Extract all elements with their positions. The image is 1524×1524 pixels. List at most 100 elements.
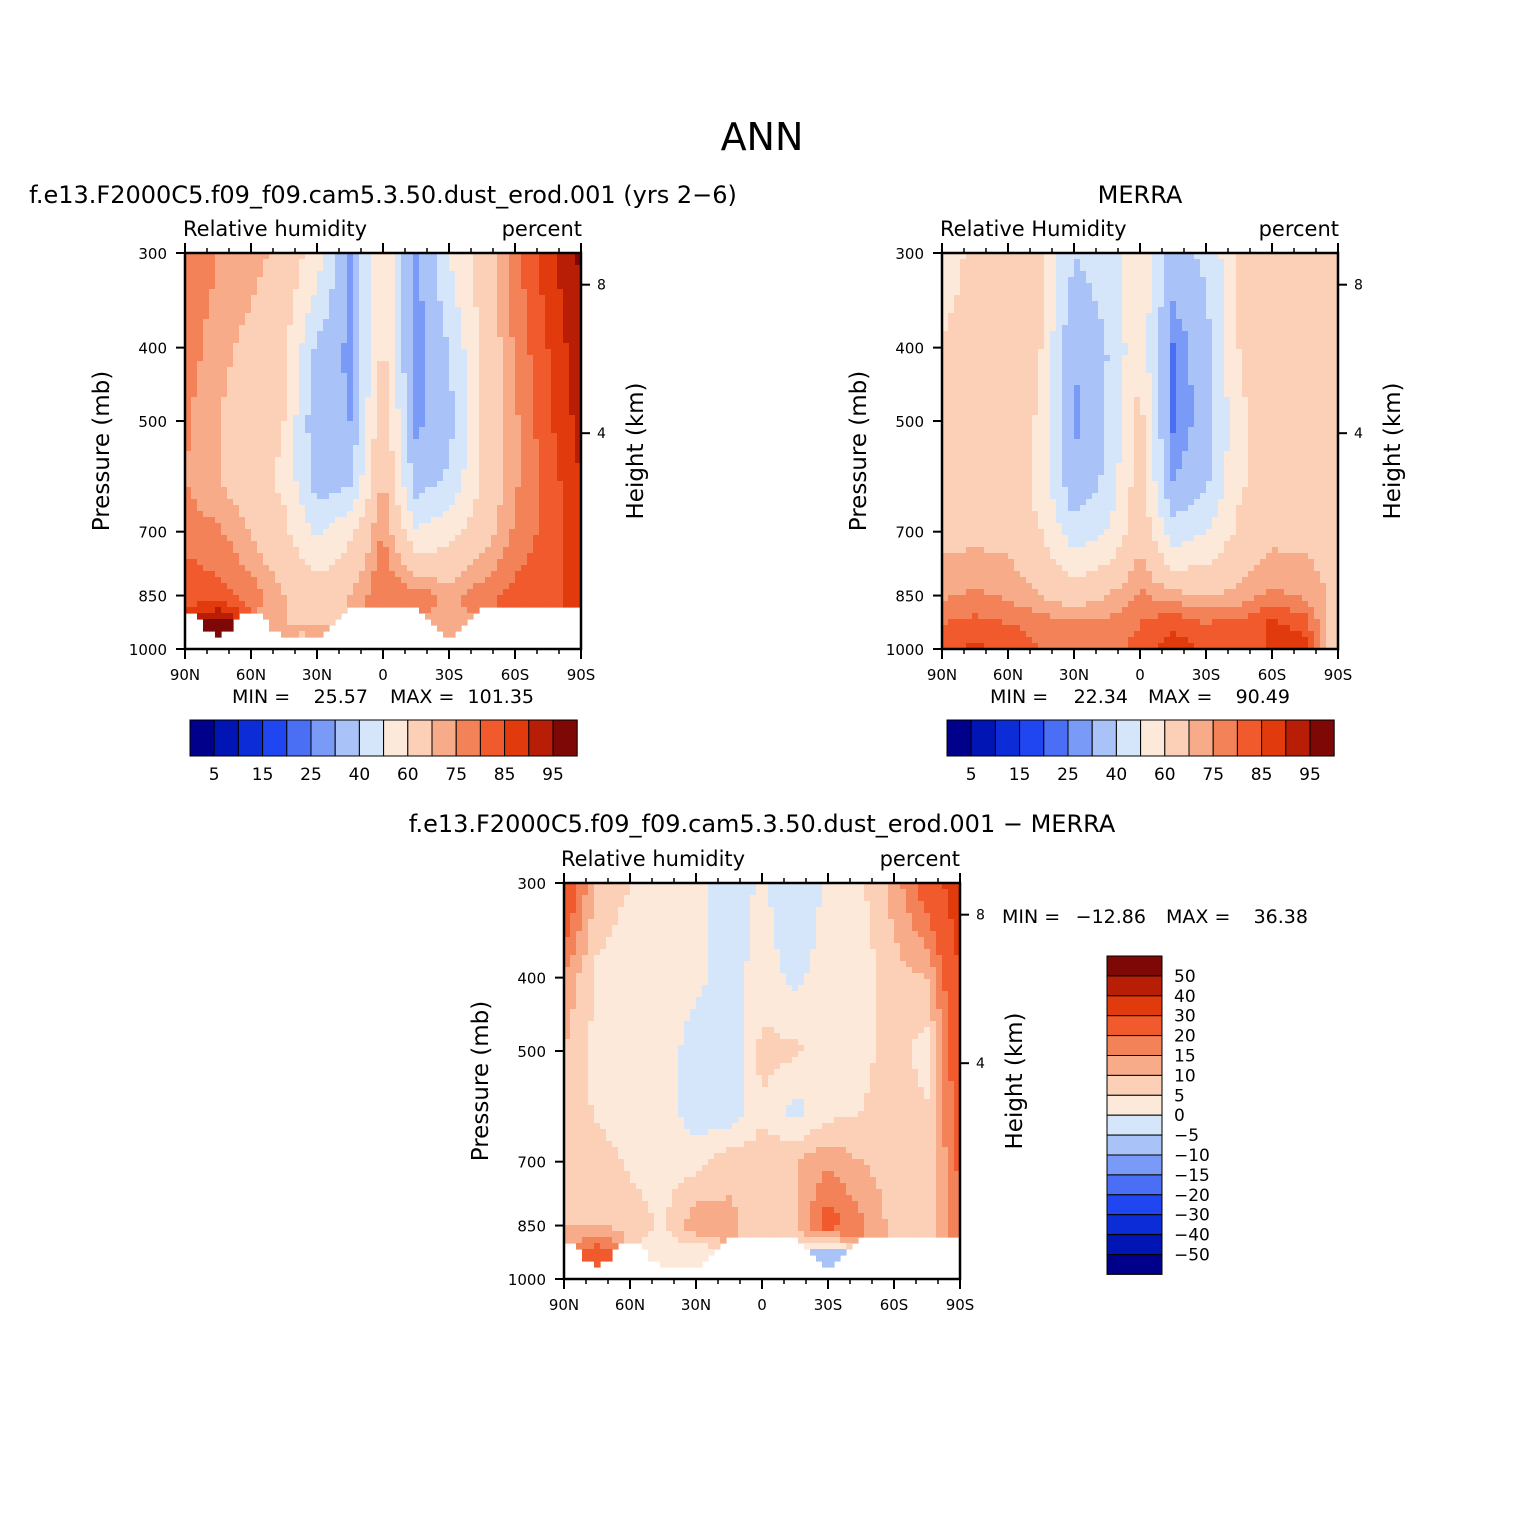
heatmap-cell: [575, 487, 582, 494]
heatmap-cell: [431, 451, 438, 458]
heatmap-cell: [221, 601, 228, 608]
heatmap-cell: [996, 391, 1003, 398]
heatmap-cell: [533, 523, 540, 530]
heatmap-cell: [431, 601, 438, 608]
heatmap-cell: [389, 583, 396, 590]
heatmap-cell: [359, 319, 366, 326]
heatmap-cell: [557, 307, 564, 314]
heatmap-cell: [371, 355, 378, 362]
heatmap-cell: [1002, 613, 1009, 620]
heatmap-cell: [473, 355, 480, 362]
heatmap-cell: [996, 505, 1003, 512]
y-axis-label: Pressure (mb): [89, 371, 115, 531]
heatmap-cell: [209, 319, 216, 326]
heatmap-cell: [227, 403, 234, 410]
heatmap-cell: [485, 601, 492, 608]
heatmap-cell: [233, 313, 240, 320]
heatmap-cell: [1002, 271, 1009, 278]
heatmap-cell: [1008, 583, 1015, 590]
heatmap-cell: [359, 397, 366, 404]
heatmap-cell: [527, 319, 534, 326]
heatmap-cell: [365, 553, 372, 560]
heatmap-cell: [1002, 475, 1009, 482]
heatmap-cell: [467, 487, 474, 494]
heatmap-cell: [281, 277, 288, 284]
heatmap-cell: [509, 301, 516, 308]
heatmap-cell: [443, 373, 450, 380]
heatmap-cell: [299, 523, 306, 530]
heatmap-cell: [539, 583, 546, 590]
heatmap-cell: [341, 553, 348, 560]
heatmap-cell: [359, 391, 366, 398]
heatmap-cell: [287, 529, 294, 536]
heatmap-cell: [575, 493, 582, 500]
heatmap-cell: [1008, 427, 1015, 434]
heatmap-cell: [215, 499, 222, 506]
heatmap-cell: [395, 343, 402, 350]
heatmap-cell: [551, 361, 558, 368]
heatmap-cell: [461, 541, 468, 548]
heatmap-cell: [954, 439, 961, 446]
heatmap-cell: [1008, 451, 1015, 458]
heatmap-cell: [227, 547, 234, 554]
heatmap-cell: [533, 475, 540, 482]
heatmap-cell: [203, 433, 210, 440]
heatmap-cell: [539, 373, 546, 380]
heatmap-cell: [299, 463, 306, 470]
heatmap-cell: [473, 301, 480, 308]
heatmap-cell: [948, 403, 955, 410]
heatmap-cell: [497, 469, 504, 476]
heatmap-cell: [197, 349, 204, 356]
heatmap-cell: [503, 337, 510, 344]
heatmap-cell: [413, 289, 420, 296]
heatmap-cell: [413, 397, 420, 404]
heatmap-cell: [563, 451, 570, 458]
heatmap-cell: [353, 487, 360, 494]
heatmap-cell: [371, 421, 378, 428]
heatmap-cell: [527, 523, 534, 530]
heatmap-cell: [383, 415, 390, 422]
heatmap-cell: [245, 361, 252, 368]
heatmap-cell: [299, 355, 306, 362]
heatmap-cell: [557, 439, 564, 446]
heatmap-cell: [575, 349, 582, 356]
heatmap-cell: [551, 511, 558, 518]
heatmap-cell: [305, 313, 312, 320]
heatmap-cell: [239, 355, 246, 362]
heatmap-cell: [245, 553, 252, 560]
heatmap-cell: [239, 271, 246, 278]
heatmap-cell: [401, 589, 408, 596]
heatmap-cell: [263, 343, 270, 350]
heatmap-cell: [449, 319, 456, 326]
heatmap-cell: [371, 511, 378, 518]
heatmap-cell: [431, 535, 438, 542]
heatmap-cell: [515, 529, 522, 536]
heatmap-cell: [329, 589, 336, 596]
heatmap-cell: [509, 583, 516, 590]
heatmap-cell: [996, 421, 1003, 428]
heatmap-cell: [503, 475, 510, 482]
heatmap-cell: [461, 529, 468, 536]
heatmap-cell: [533, 331, 540, 338]
heatmap-cell: [954, 565, 961, 572]
heatmap-cell: [972, 415, 979, 422]
heatmap-cell: [449, 391, 456, 398]
heatmap-cell: [275, 307, 282, 314]
heatmap-cell: [1002, 637, 1009, 644]
heatmap-cell: [509, 325, 516, 332]
heatmap-cell: [215, 535, 222, 542]
heatmap-cell: [539, 523, 546, 530]
heatmap-cell: [1008, 343, 1015, 350]
heatmap-cell: [263, 481, 270, 488]
heatmap-cell: [323, 535, 330, 542]
heatmap-cell: [299, 553, 306, 560]
heatmap-cell: [275, 403, 282, 410]
heatmap-cell: [491, 403, 498, 410]
heatmap-cell: [437, 355, 444, 362]
heatmap-cell: [455, 265, 462, 272]
heatmap-cell: [227, 415, 234, 422]
heatmap-cell: [509, 349, 516, 356]
heatmap-cell: [353, 307, 360, 314]
heatmap-cell: [972, 355, 979, 362]
heatmap-cell: [954, 601, 961, 608]
